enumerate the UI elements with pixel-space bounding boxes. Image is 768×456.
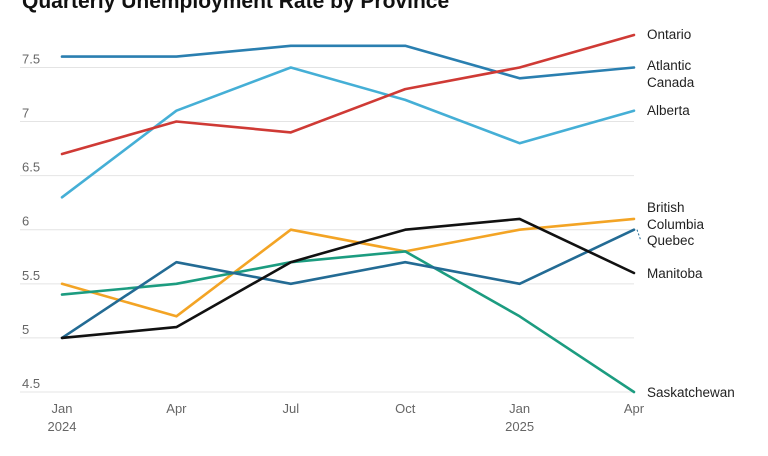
series-label-british-columbia: British [647,200,685,215]
series-line-quebec [60,228,636,340]
series-label-manitoba: Manitoba [647,266,703,281]
x-tick-label: Jul [282,401,299,416]
x-axis-ticks: Jan 2024 Apr Jul Oct Jan 2025 Apr [48,401,645,434]
series-line-manitoba [60,217,636,340]
grid-layer [20,66,634,393]
chart-title: Quarterly Unemployment Rate by Province [22,0,449,13]
x-tick-label: Apr [624,401,645,416]
x-tick-year-label: 2024 [48,419,77,434]
y-tick-label: 7 [22,106,29,121]
y-tick-label: 5.5 [22,268,40,283]
series-line-ontario [60,33,636,156]
series-label-saskatchewan: Saskatchewan [647,385,735,400]
series-labels: Atlantic Canada Alberta Ontario British Colum… [636,27,735,400]
series-label-quebec: Quebec [647,233,695,248]
y-tick-label: 4.5 [22,376,40,391]
label-leader-line [636,229,642,242]
series-label-atlantic-canada: Atlantic [647,58,692,73]
x-tick-label: Jan [52,401,73,416]
y-tick-label: 6 [22,214,29,229]
series-label-ontario: Ontario [647,27,691,42]
x-tick-label: Oct [395,401,416,416]
series-line-alberta [60,66,636,199]
x-tick-label: Jan [509,401,530,416]
series-line-atlantic-canada [60,44,636,80]
series-label-british-columbia: Columbia [647,217,705,232]
x-tick-year-label: 2025 [505,419,534,434]
y-tick-label: 5 [22,322,29,337]
y-tick-label: 7.5 [22,51,40,66]
x-tick-label: Apr [166,401,187,416]
series-lines [60,33,636,394]
y-axis-ticks: 4.5 5 5.5 6 6.5 7 7.5 [22,51,40,391]
y-tick-label: 6.5 [22,160,40,175]
series-label-alberta: Alberta [647,103,690,118]
series-line-saskatchewan [60,250,636,394]
series-label-atlantic-canada: Canada [647,75,695,90]
